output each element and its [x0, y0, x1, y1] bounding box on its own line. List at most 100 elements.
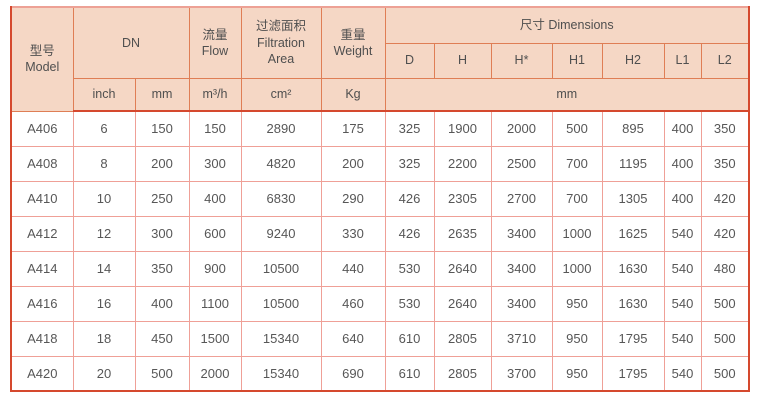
- spec-table: 型号 Model DN 流量 Flow 过滤面积 Filtration Area…: [10, 6, 751, 392]
- cell-value: 2890: [240, 110, 322, 147]
- cell-value: 460: [320, 285, 386, 322]
- cell-value: 20: [72, 355, 136, 392]
- cell-value: 540: [663, 250, 702, 287]
- unit-cell-weight: Kg: [320, 77, 386, 112]
- header-filtration-cn: 过滤面积: [255, 19, 306, 34]
- cell-value: 400: [663, 145, 702, 182]
- cell-value: 540: [663, 285, 702, 322]
- cell-value: 15340: [240, 355, 322, 392]
- cell-value: 1795: [601, 320, 665, 357]
- header-flow-en: Flow: [201, 43, 229, 58]
- cell-value: 3700: [490, 355, 553, 392]
- cell-value: 1500: [188, 320, 242, 357]
- cell-value: 640: [320, 320, 386, 357]
- cell-value: 200: [134, 145, 190, 182]
- cell-value: 426: [384, 180, 435, 217]
- cell-value: 150: [134, 110, 190, 147]
- header-cell-h-star: H*: [490, 42, 553, 79]
- table-row: A420 20 500 2000 15340 690 610 2805 3700 950 1795 5…: [10, 355, 751, 392]
- cell-value: 530: [384, 285, 435, 322]
- cell-value: 350: [134, 250, 190, 287]
- cell-value: 3710: [490, 320, 553, 357]
- cell-value: 700: [551, 180, 603, 217]
- header-row-2: D H H* H1 H2 L1 L2: [11, 42, 751, 79]
- cell-value: 350: [700, 145, 751, 182]
- table-row: A418 18 450 1500 15340 640 610 2805 3710 950 1795 5…: [10, 320, 751, 357]
- cell-value: 540: [663, 215, 702, 252]
- cell-value: 1630: [601, 250, 665, 287]
- cell-model: A420: [10, 355, 74, 392]
- cell-value: 3400: [490, 285, 553, 322]
- unit-cell-flow: m³/h: [188, 77, 242, 112]
- cell-value: 6830: [240, 180, 322, 217]
- cell-value: 950: [551, 285, 603, 322]
- cell-value: 6: [72, 110, 136, 147]
- unit-cell-dims-mm: mm: [384, 77, 751, 112]
- cell-value: 12: [72, 215, 136, 252]
- header-cell-dimensions: 尺寸 Dimensions: [384, 6, 751, 44]
- cell-value: 15340: [240, 320, 322, 357]
- cell-model: A406: [10, 110, 74, 147]
- cell-value: 2805: [433, 355, 492, 392]
- cell-value: 10: [72, 180, 136, 217]
- cell-value: 2000: [490, 110, 553, 147]
- cell-value: 600: [188, 215, 242, 252]
- cell-value: 2635: [433, 215, 492, 252]
- spec-table-container: 型号 Model DN 流量 Flow 过滤面积 Filtration Area…: [10, 6, 751, 392]
- cell-value: 290: [320, 180, 386, 217]
- cell-value: 1625: [601, 215, 665, 252]
- cell-value: 1000: [551, 250, 603, 287]
- cell-value: 10500: [240, 250, 322, 287]
- header-cell-d: D: [384, 42, 435, 79]
- cell-value: 690: [320, 355, 386, 392]
- header-model-en: Model: [25, 60, 60, 75]
- table-row: A406 6 150 150 2890 175 325 1900 2000 500 895 400 35…: [10, 110, 751, 147]
- cell-value: 480: [700, 250, 751, 287]
- cell-model: A418: [10, 320, 74, 357]
- cell-model: A408: [10, 145, 74, 182]
- header-cell-h1: H1: [551, 42, 603, 79]
- cell-value: 175: [320, 110, 386, 147]
- header-cell-h: H: [433, 42, 492, 79]
- cell-value: 1100: [188, 285, 242, 322]
- cell-value: 14: [72, 250, 136, 287]
- cell-model: A412: [10, 215, 74, 252]
- cell-value: 500: [700, 285, 751, 322]
- cell-value: 325: [384, 110, 435, 147]
- header-cell-h2: H2: [601, 42, 665, 79]
- cell-model: A410: [10, 180, 74, 217]
- cell-value: 950: [551, 355, 603, 392]
- header-row-1: 型号 Model DN 流量 Flow 过滤面积 Filtration Area…: [10, 6, 751, 112]
- header-cell-model: 型号 Model: [10, 6, 74, 112]
- cell-value: 4820: [240, 145, 322, 182]
- cell-value: 1630: [601, 285, 665, 322]
- cell-value: 300: [134, 215, 190, 252]
- cell-value: 895: [601, 110, 665, 147]
- cell-value: 426: [384, 215, 435, 252]
- table-row: A414 14 350 900 10500 440 530 2640 3400 1000 1630 5…: [10, 250, 751, 287]
- header-cell-flow: 流量 Flow: [188, 6, 242, 79]
- cell-value: 3400: [490, 215, 553, 252]
- cell-value: 500: [551, 110, 603, 147]
- cell-value: 700: [551, 145, 603, 182]
- cell-value: 300: [188, 145, 242, 182]
- cell-value: 400: [663, 180, 702, 217]
- cell-value: 440: [320, 250, 386, 287]
- cell-value: 325: [384, 145, 435, 182]
- cell-value: 610: [384, 355, 435, 392]
- table-row: A408 8 200 300 4820 200 325 2200 2500 700 1195 400 3…: [10, 145, 751, 182]
- cell-value: 8: [72, 145, 136, 182]
- cell-value: 400: [663, 110, 702, 147]
- cell-model: A416: [10, 285, 74, 322]
- cell-value: 2200: [433, 145, 492, 182]
- unit-cell-mm: mm: [134, 77, 190, 112]
- unit-cell-inch: inch: [72, 77, 136, 112]
- header-weight-en: Weight: [333, 43, 373, 58]
- header-cell-weight: 重量 Weight: [320, 6, 386, 79]
- cell-value: 540: [663, 320, 702, 357]
- table-row: A410 10 250 400 6830 290 426 2305 2700 700 1305 400…: [10, 180, 751, 217]
- cell-value: 18: [72, 320, 136, 357]
- cell-value: 2640: [433, 250, 492, 287]
- cell-value: 400: [188, 180, 242, 217]
- table-header: 型号 Model DN 流量 Flow 过滤面积 Filtration Area…: [10, 6, 751, 112]
